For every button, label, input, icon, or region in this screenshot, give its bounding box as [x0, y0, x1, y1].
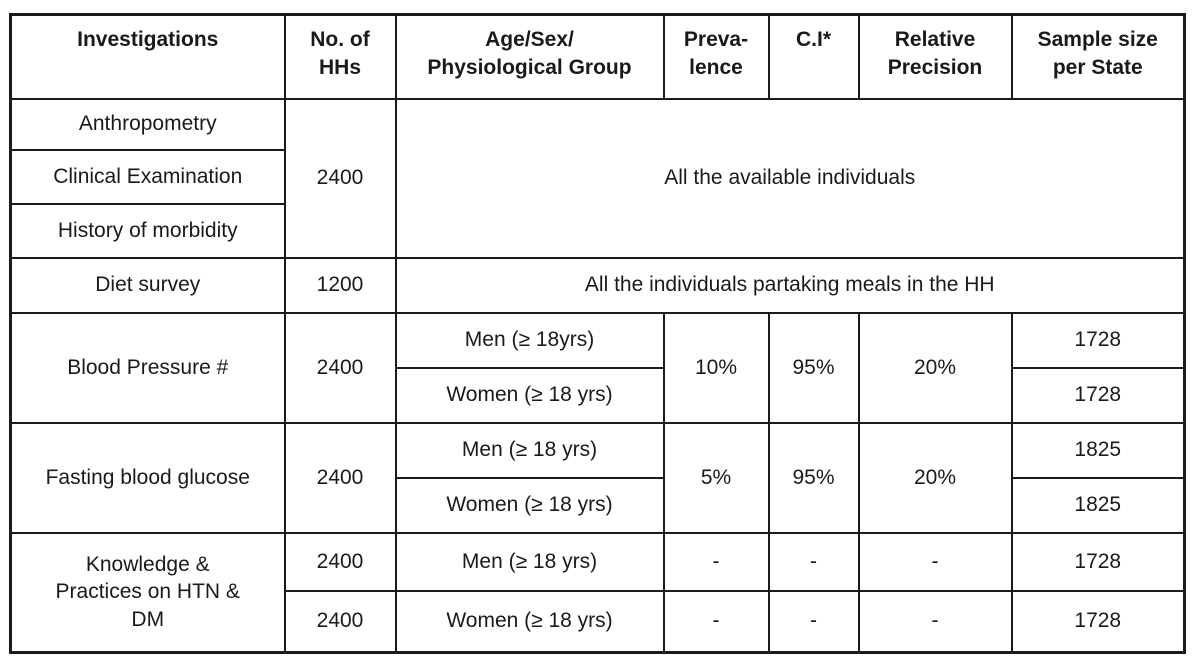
cell-ci: - [767, 589, 860, 654]
cell-no-of-hhs: 2400 [283, 311, 397, 424]
cell-group: Men (≥ 18yrs) [394, 311, 665, 369]
cell-no-of-hhs: 2400 [283, 589, 397, 654]
col-header-prevalence: Preva- lence [662, 13, 770, 100]
cell-relative-precision: - [857, 589, 1013, 654]
row-fasting-glucose-men: Fasting blood glucose 2400 Men (≥ 18 yrs… [9, 421, 1186, 534]
row-knowledge-practices-men: Knowledge & Practices on HTN & DM 2400 M… [9, 531, 1186, 654]
survey-sampling-table: Investigations No. of HHs Age/Sex/ Physi… [9, 13, 1186, 654]
row-history-of-morbidity: History of morbidity [9, 202, 1185, 259]
cell-sample-size: 1728 [1010, 311, 1186, 369]
row-knowledge-practices-women: 2400 Women (≥ 18 yrs) - - - 1728 [11, 589, 1186, 654]
cell-investigation: Anthropometry [9, 97, 286, 151]
col-header-age-sex-group: Age/Sex/ Physiological Group [394, 13, 665, 100]
col-header-relative-precision: Relative Precision [857, 13, 1013, 100]
cell-investigation: Knowledge & Practices on HTN & DM [9, 531, 286, 654]
cell-investigation: Fasting blood glucose [9, 421, 286, 534]
row-fasting-glucose-women: Women (≥ 18 yrs) 1825 [11, 476, 1186, 534]
row-anthropometry: Anthropometry 2400 All the available ind… [9, 97, 1186, 259]
cell-prevalence: - [662, 531, 770, 592]
cell-investigation: History of morbidity [9, 202, 286, 259]
cell-no-of-hhs: 2400 [283, 531, 397, 592]
cell-group: Women (≥ 18 yrs) [394, 589, 665, 654]
cell-relative-precision: - [857, 531, 1013, 592]
cell-sample-size: 1825 [1010, 476, 1186, 534]
cell-no-of-hhs: 1200 [283, 256, 397, 314]
cell-prevalence: 10% [662, 311, 770, 424]
col-header-investigations: Investigations [9, 13, 286, 100]
cell-sample-size: 1728 [1010, 531, 1186, 592]
cell-group: Men (≥ 18 yrs) [394, 531, 665, 592]
cell-no-of-hhs: 2400 [283, 421, 397, 534]
cell-investigation: Clinical Examination [9, 148, 286, 205]
cell-group: All the available individuals [394, 97, 1186, 259]
cell-group: All the individuals partaking meals in t… [394, 256, 1186, 314]
header-row: Investigations No. of HHs Age/Sex/ Physi… [9, 13, 1186, 100]
cell-prevalence: - [662, 589, 770, 654]
cell-investigation: Blood Pressure # [9, 311, 286, 424]
col-header-no-of-hhs: No. of HHs [283, 13, 397, 100]
cell-sample-size: 1825 [1010, 421, 1186, 479]
row-diet-survey: Diet survey 1200 All the individuals par… [9, 256, 1186, 314]
cell-group: Women (≥ 18 yrs) [394, 476, 665, 534]
col-header-sample-size: Sample size per State [1010, 13, 1186, 100]
cell-investigation: Diet survey [9, 256, 286, 314]
row-blood-pressure-women: Women (≥ 18 yrs) 1728 [11, 366, 1186, 424]
cell-relative-precision: 20% [857, 311, 1013, 424]
cell-sample-size: 1728 [1010, 366, 1186, 424]
cell-ci: - [767, 531, 860, 592]
col-header-ci: C.I* [767, 13, 860, 100]
row-blood-pressure-men: Blood Pressure # 2400 Men (≥ 18yrs) 10% … [9, 311, 1186, 424]
cell-no-of-hhs: 2400 [283, 97, 397, 259]
cell-relative-precision: 20% [857, 421, 1013, 534]
cell-ci: 95% [767, 421, 860, 534]
row-clinical-examination: Clinical Examination [9, 148, 1185, 205]
cell-ci: 95% [767, 311, 860, 424]
cell-prevalence: 5% [662, 421, 770, 534]
cell-group: Women (≥ 18 yrs) [394, 366, 665, 424]
cell-group: Men (≥ 18 yrs) [394, 421, 665, 479]
cell-sample-size: 1728 [1010, 589, 1186, 654]
